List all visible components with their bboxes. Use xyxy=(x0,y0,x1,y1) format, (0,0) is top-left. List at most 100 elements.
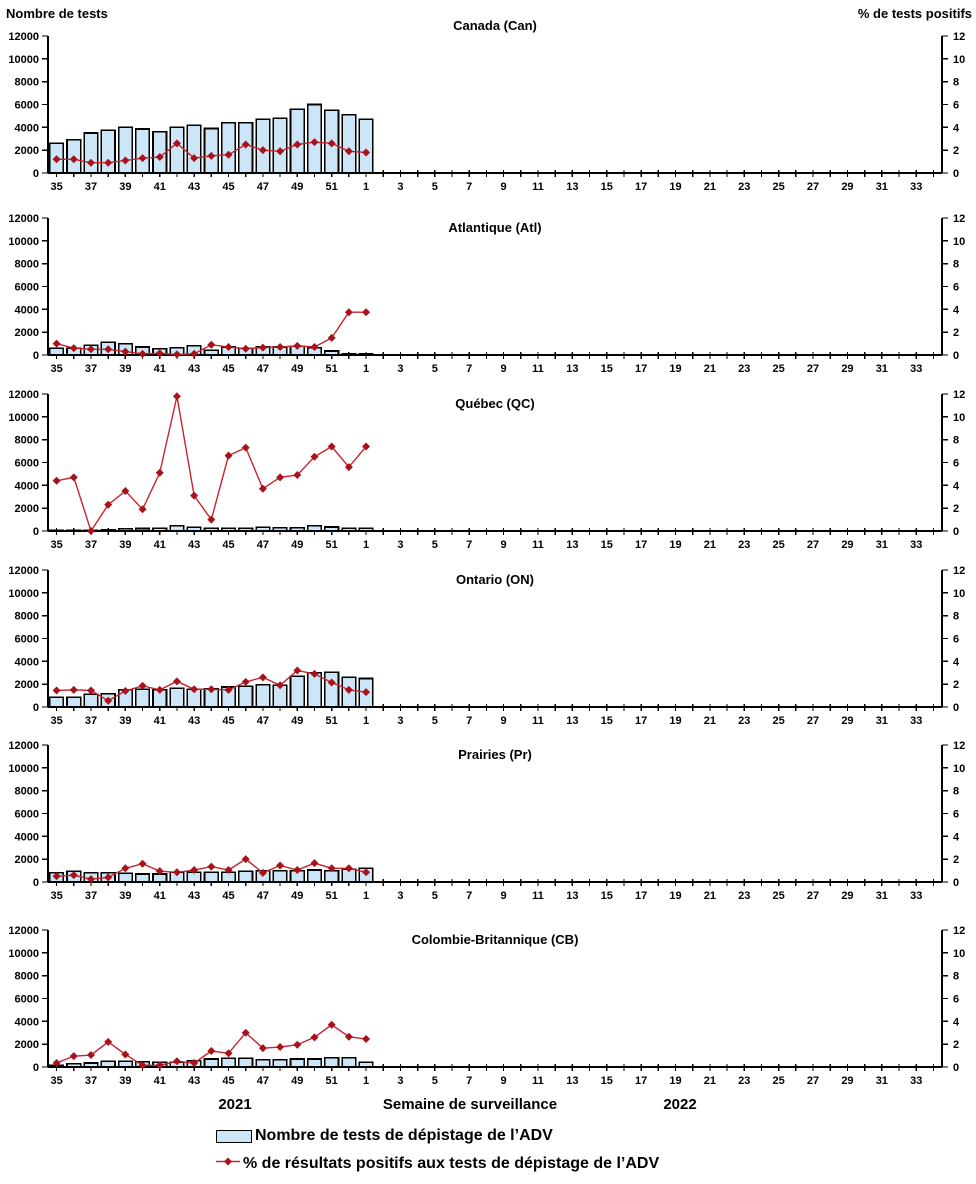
line-marker xyxy=(155,867,164,876)
bar xyxy=(255,1058,271,1068)
svg-text:33: 33 xyxy=(910,363,922,375)
svg-text:7: 7 xyxy=(466,181,472,193)
panel-colombie-britannique-cb: Colombie-Britannique (CB)020004000600080… xyxy=(8,925,965,1087)
line-marker xyxy=(241,855,250,864)
svg-text:39: 39 xyxy=(119,363,131,375)
line-marker xyxy=(293,1040,302,1049)
svg-text:29: 29 xyxy=(841,890,853,902)
svg-text:11: 11 xyxy=(532,1075,544,1087)
svg-text:21: 21 xyxy=(704,1075,716,1087)
line-marker xyxy=(344,864,353,873)
bar xyxy=(134,688,151,708)
line-marker xyxy=(293,341,302,350)
svg-text:35: 35 xyxy=(50,890,62,902)
svg-text:47: 47 xyxy=(257,890,269,902)
svg-text:4000: 4000 xyxy=(15,656,39,668)
line-marker xyxy=(172,868,181,877)
line-marker xyxy=(172,350,181,359)
svg-text:17: 17 xyxy=(635,363,647,375)
svg-text:13: 13 xyxy=(566,1075,578,1087)
svg-text:21: 21 xyxy=(704,181,716,193)
y-axis-left: 0 2000 4000 6000 8000 10000 12000 xyxy=(8,925,49,1074)
svg-text:27: 27 xyxy=(807,181,819,193)
svg-text:10: 10 xyxy=(953,412,965,424)
line-marker xyxy=(172,139,181,148)
legend-item-tests: Nombre de tests de dépistage de l’ADV xyxy=(216,1127,553,1145)
legend-line-swatch-icon xyxy=(216,1155,240,1173)
svg-text:33: 33 xyxy=(910,715,922,727)
line-marker xyxy=(344,463,353,472)
line-marker xyxy=(104,873,113,882)
svg-text:41: 41 xyxy=(154,539,166,551)
bar xyxy=(341,527,357,532)
svg-text:6000: 6000 xyxy=(15,994,39,1006)
svg-text:10000: 10000 xyxy=(8,588,39,600)
svg-text:17: 17 xyxy=(635,539,647,551)
line-marker xyxy=(86,686,95,695)
svg-text:5: 5 xyxy=(432,363,438,375)
svg-text:12: 12 xyxy=(953,925,965,937)
svg-text:27: 27 xyxy=(807,539,819,551)
svg-text:45: 45 xyxy=(222,363,234,375)
svg-text:13: 13 xyxy=(566,715,578,727)
svg-text:45: 45 xyxy=(222,1075,234,1087)
line-marker xyxy=(293,471,302,480)
line-marker xyxy=(207,515,216,524)
svg-text:43: 43 xyxy=(188,539,200,551)
svg-text:7: 7 xyxy=(466,890,472,902)
line-marker xyxy=(172,677,181,686)
svg-text:3: 3 xyxy=(397,181,403,193)
svg-text:0: 0 xyxy=(953,702,959,714)
svg-text:49: 49 xyxy=(291,1075,303,1087)
line-marker xyxy=(327,442,336,451)
line-marker xyxy=(52,686,61,695)
svg-text:12000: 12000 xyxy=(8,925,39,937)
svg-text:47: 47 xyxy=(257,181,269,193)
bar xyxy=(341,113,357,174)
line-marker xyxy=(207,1047,216,1056)
bar xyxy=(358,1061,374,1068)
svg-text:29: 29 xyxy=(841,1075,853,1087)
line-marker xyxy=(207,685,216,694)
left-axis-title: Nombre de tests xyxy=(6,6,108,21)
svg-text:6000: 6000 xyxy=(15,458,39,470)
svg-text:6: 6 xyxy=(953,282,959,294)
svg-text:0: 0 xyxy=(33,526,39,538)
svg-text:2000: 2000 xyxy=(15,145,39,157)
y-axis-right: 0 2 4 6 8 10 12 xyxy=(941,31,965,180)
line-marker xyxy=(310,343,319,352)
svg-text:3: 3 xyxy=(397,1075,403,1087)
line-marker xyxy=(138,681,147,690)
line-marker xyxy=(172,392,181,401)
line-marker xyxy=(276,343,285,352)
svg-text:4000: 4000 xyxy=(15,122,39,134)
line-marker xyxy=(362,308,371,317)
line-marker xyxy=(121,864,130,873)
line-marker xyxy=(241,1028,250,1037)
svg-text:21: 21 xyxy=(704,539,716,551)
svg-text:29: 29 xyxy=(841,181,853,193)
svg-text:35: 35 xyxy=(50,181,62,193)
svg-text:8: 8 xyxy=(953,435,959,447)
svg-text:11: 11 xyxy=(532,181,544,193)
svg-text:41: 41 xyxy=(154,181,166,193)
panel-ontario-on: Ontario (ON)0200040006000800010000120000… xyxy=(8,565,965,727)
svg-text:23: 23 xyxy=(738,890,750,902)
svg-text:4: 4 xyxy=(953,480,960,492)
line-marker xyxy=(69,344,78,353)
svg-text:45: 45 xyxy=(222,715,234,727)
svg-text:12: 12 xyxy=(953,389,965,401)
bar xyxy=(255,683,271,708)
y-axis-right: 0 2 4 6 8 10 12 xyxy=(941,740,965,889)
svg-text:6: 6 xyxy=(953,809,959,821)
bar xyxy=(203,127,219,174)
bar xyxy=(83,132,99,174)
svg-text:12000: 12000 xyxy=(8,389,39,401)
svg-text:10: 10 xyxy=(953,54,965,66)
svg-text:29: 29 xyxy=(841,539,853,551)
svg-text:25: 25 xyxy=(773,1075,785,1087)
line-marker xyxy=(258,1044,267,1053)
svg-text:41: 41 xyxy=(154,715,166,727)
svg-text:10: 10 xyxy=(953,588,965,600)
line-marker xyxy=(362,442,371,451)
